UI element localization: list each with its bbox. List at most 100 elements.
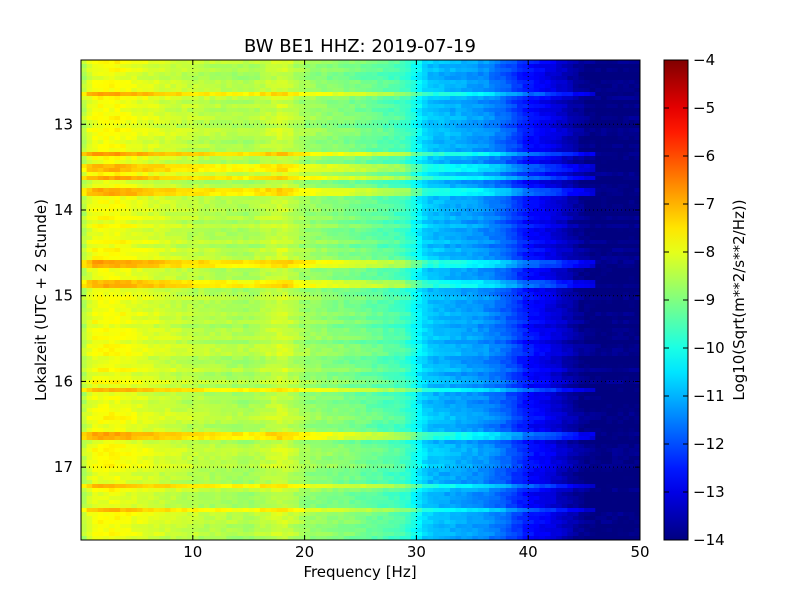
heatmap-cell: [477, 228, 485, 233]
heatmap-cell: [321, 84, 328, 89]
heatmap-cell: [461, 192, 468, 197]
heatmap-cell: [483, 136, 490, 141]
heatmap-cell: [533, 148, 540, 153]
heatmap-cell: [198, 176, 205, 181]
heatmap-cell: [600, 220, 608, 225]
heatmap-cell: [489, 252, 496, 257]
heatmap-cell: [259, 232, 267, 237]
heatmap-cell: [628, 116, 636, 121]
heatmap-cell: [282, 76, 289, 81]
heatmap-cell: [159, 172, 166, 177]
heatmap-cell: [86, 124, 93, 129]
heatmap-cell: [310, 64, 317, 69]
heatmap-cell: [170, 188, 177, 193]
heatmap-cell: [539, 204, 546, 209]
heatmap-cell: [293, 212, 300, 217]
heatmap-cell: [371, 120, 378, 125]
heatmap-cell: [433, 208, 440, 213]
heatmap-cell: [505, 188, 513, 193]
heatmap-cell: [427, 224, 434, 229]
heatmap-cell: [125, 124, 132, 129]
heatmap-cell: [192, 216, 199, 221]
heatmap-cell: [366, 236, 373, 241]
heatmap-cell: [405, 232, 412, 237]
heatmap-cell: [142, 148, 149, 153]
heatmap-cell: [589, 160, 596, 165]
heatmap-cell: [550, 224, 557, 229]
heatmap-cell: [287, 200, 295, 205]
heatmap-cell: [455, 228, 462, 233]
heatmap-cell: [354, 172, 362, 177]
heatmap-cell: [198, 60, 205, 65]
heatmap-cell: [215, 212, 222, 217]
heatmap-cell: [81, 240, 88, 245]
heatmap-cell: [338, 216, 345, 221]
heatmap-cell: [148, 64, 155, 69]
heatmap-cell: [304, 196, 311, 201]
heatmap-cell: [181, 228, 188, 233]
heatmap-cell: [561, 180, 568, 185]
heatmap-cell: [181, 100, 188, 105]
heatmap-cell: [332, 112, 339, 117]
heatmap-cell: [416, 256, 423, 261]
heatmap-cell: [433, 200, 440, 205]
heatmap-cell: [550, 188, 557, 193]
heatmap-cell: [287, 236, 295, 241]
heatmap-cell: [528, 112, 535, 117]
heatmap-cell: [120, 80, 127, 85]
heatmap-cell: [617, 92, 624, 97]
heatmap-cell: [120, 188, 127, 193]
heatmap-cell: [394, 68, 401, 73]
heatmap-cell: [315, 144, 322, 149]
heatmap-cell: [142, 108, 149, 113]
heatmap-cell: [544, 124, 552, 129]
heatmap-cell: [461, 172, 468, 177]
heatmap-cell: [394, 164, 401, 169]
heatmap-cell: [321, 252, 328, 257]
heatmap-cell: [427, 172, 434, 177]
heatmap-cell: [466, 76, 473, 81]
heatmap-cell: [304, 192, 311, 197]
heatmap-cell: [634, 212, 640, 217]
heatmap-cell: [231, 112, 239, 117]
heatmap-cell: [612, 132, 619, 137]
heatmap-cell: [271, 116, 278, 121]
heatmap-cell: [271, 188, 278, 193]
heatmap-cell: [528, 148, 535, 153]
heatmap-cell: [466, 256, 473, 261]
heatmap-cell: [120, 192, 127, 197]
heatmap-cell: [321, 60, 328, 65]
heatmap-cell: [449, 196, 457, 201]
heatmap-cell: [354, 92, 362, 97]
heatmap-cell: [164, 128, 172, 133]
heatmap-cell: [343, 208, 350, 213]
heatmap-cell: [315, 112, 322, 117]
heatmap-cell: [159, 160, 166, 165]
heatmap-cell: [595, 108, 602, 113]
heatmap-cell: [444, 164, 451, 169]
heatmap-cell: [220, 184, 227, 189]
heatmap-cell: [203, 208, 211, 213]
heatmap-cell: [522, 72, 529, 77]
heatmap-cell: [220, 248, 227, 253]
heatmap-cell: [578, 236, 585, 241]
heatmap-cell: [276, 172, 283, 177]
heatmap-cell: [371, 136, 378, 141]
heatmap-cell: [528, 88, 535, 93]
heatmap-cell: [455, 192, 462, 197]
heatmap-cell: [377, 136, 384, 141]
heatmap-cell: [354, 80, 362, 85]
heatmap-cell: [427, 112, 434, 117]
heatmap-cell: [550, 164, 557, 169]
heatmap-cell: [600, 72, 608, 77]
heatmap-cell: [623, 204, 630, 209]
heatmap-cell: [405, 68, 412, 73]
heatmap-cell: [343, 108, 350, 113]
heatmap-cell: [394, 80, 401, 85]
heatmap-cell: [617, 164, 624, 169]
heatmap-cell: [332, 144, 339, 149]
heatmap-cell: [500, 96, 507, 101]
heatmap-cell: [259, 112, 267, 117]
heatmap-cell: [176, 68, 183, 73]
heatmap-cell: [354, 132, 362, 137]
